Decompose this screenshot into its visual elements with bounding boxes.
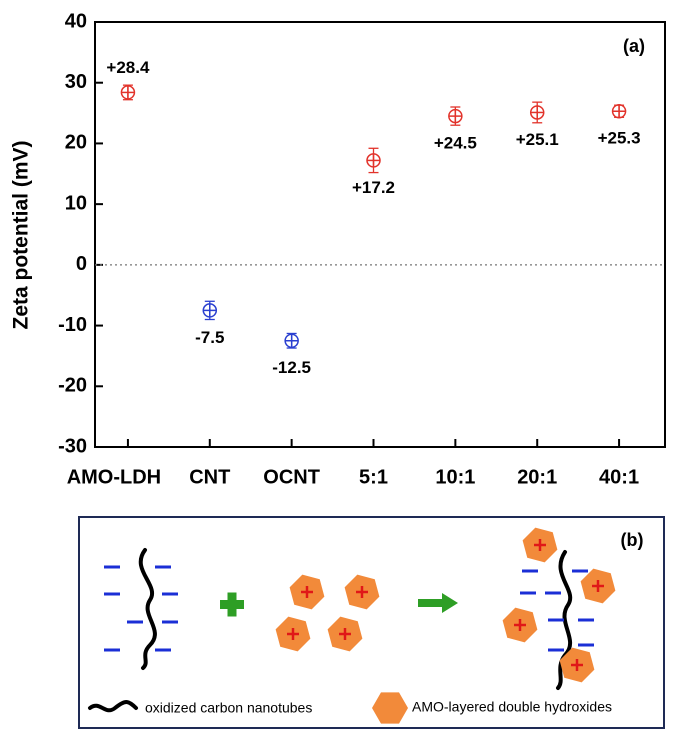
marker	[366, 153, 381, 168]
x-tick-label: AMO-LDH	[67, 466, 161, 488]
y-axis-label: Zeta potential (mV)	[10, 140, 33, 329]
value-label: -7.5	[195, 328, 224, 347]
value-label: +28.4	[106, 58, 150, 77]
panel-label: (b)	[621, 530, 644, 550]
x-tick-label: CNT	[189, 466, 230, 488]
legend-text: AMO-layered double hydroxides	[412, 699, 612, 715]
chart-a: -30 -20 -10 0 10 20 30 40 AMO-LDH +28.4 CNT -7.5 OCN…	[58, 10, 666, 488]
value-label: +17.2	[352, 178, 395, 197]
value-label: +25.3	[598, 129, 641, 148]
x-tick-label: 40:1	[599, 466, 639, 488]
legend-text: oxidized carbon nanotubes	[145, 700, 312, 716]
x-tick-label: OCNT	[263, 466, 320, 488]
value-label: +25.1	[516, 130, 559, 149]
y-tick-label: 10	[65, 192, 87, 214]
marker	[202, 303, 218, 318]
legend-hex-icon	[372, 692, 408, 724]
y-tick-label: -30	[58, 435, 87, 457]
nanotube-left	[104, 548, 178, 670]
y-tick-label: -20	[58, 375, 87, 397]
marker	[284, 333, 299, 348]
x-tick-label: 5:1	[359, 466, 388, 488]
value-label: -12.5	[272, 358, 311, 377]
y-tick-label: 20	[65, 132, 87, 154]
marker	[120, 85, 136, 100]
marker	[611, 104, 627, 119]
y-tick-label: -10	[58, 314, 87, 336]
plus-sign	[220, 592, 244, 617]
marker	[529, 105, 545, 120]
marker	[448, 108, 463, 124]
y-tick-label: 0	[76, 253, 87, 275]
x-tick-label: 10:1	[435, 466, 475, 488]
arrow	[418, 593, 458, 613]
value-label: +24.5	[434, 134, 477, 153]
legend-tube-icon	[88, 700, 138, 713]
x-tick-label: 20:1	[517, 466, 557, 488]
diagram-b: (b) oxidized carbon nanotubes AMO-layere…	[78, 516, 665, 729]
composite	[497, 524, 621, 690]
panel-label: (a)	[623, 36, 645, 56]
y-tick-label: 30	[65, 71, 87, 93]
y-tick-label: 40	[65, 10, 87, 32]
plot-frame	[94, 21, 666, 448]
